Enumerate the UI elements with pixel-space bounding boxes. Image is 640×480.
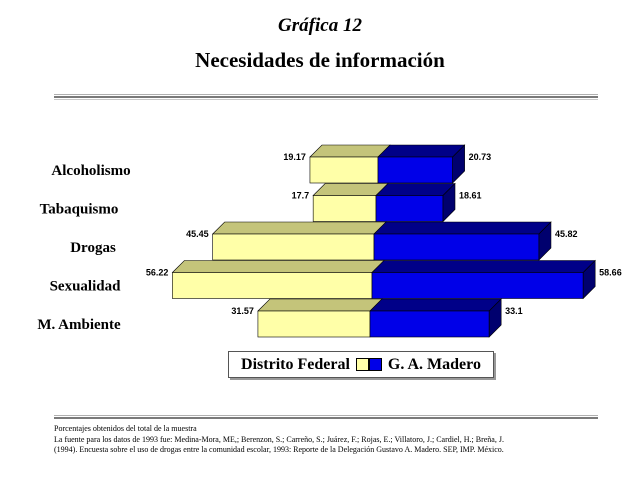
top-divider-thick [54, 96, 598, 98]
top-divider-thin [54, 94, 598, 95]
data-label-ga-madero: 20.73 [469, 152, 492, 162]
footnote-line: (1994). Encuesta sobre el uso de drogas … [54, 445, 504, 454]
bar-ga-madero-side [452, 144, 465, 184]
data-label-ga-madero: 33.1 [505, 306, 523, 316]
bar-ga-madero [375, 195, 444, 222]
top-divider-light [54, 99, 598, 100]
bar-distrito-federal-top [312, 183, 389, 196]
bar-ga-madero-side [488, 298, 502, 338]
data-label-distrito-federal: 19.17 [283, 152, 306, 162]
chart-title: Necesidades de información [195, 48, 445, 72]
bar-ga-madero-top [369, 298, 502, 312]
bar-ga-madero-side [582, 259, 596, 300]
data-label-distrito-federal: 17.7 [292, 191, 310, 201]
category-label: Drogas [70, 240, 116, 256]
data-label-distrito-federal: 45.45 [186, 229, 209, 239]
category-label: Sexualidad [50, 279, 122, 295]
bar-distrito-federal [312, 195, 377, 222]
data-label-ga-madero: 18.61 [459, 191, 482, 201]
bar-distrito-federal-top [309, 144, 391, 158]
bar-ga-madero [369, 310, 490, 338]
legend-label-ga-madero: G. A. Madero [387, 355, 481, 373]
bar-distrito-federal [172, 272, 373, 299]
bar-ga-madero [377, 156, 453, 184]
legend-swatch-ga-madero [368, 358, 382, 371]
bar-ga-madero-side [442, 182, 456, 223]
bottom-divider-thick [54, 417, 598, 419]
legend-swatch-distrito-federal [355, 358, 369, 371]
category-label: Alcoholismo [51, 163, 130, 179]
chart-supertitle: Gráfica 12 [278, 15, 362, 36]
data-label-distrito-federal: 56.22 [146, 268, 169, 278]
bar-distrito-federal-top [257, 298, 383, 312]
bar-ga-madero-top [375, 183, 456, 196]
category-label: Tabaquismo [40, 202, 119, 218]
bottom-divider-thin [54, 415, 598, 416]
bar-distrito-federal [212, 233, 375, 261]
bar-distrito-federal [309, 156, 379, 184]
bar-distrito-federal-top [171, 260, 385, 273]
chart-legend: Distrito Federal G. A. Madero [228, 351, 494, 378]
butterfly-bar-chart: Alcoholismo 19.17 20.73 Tabaquismo 17.7 18.61… [37, 144, 622, 338]
legend-label-distrito-federal: Distrito Federal [241, 355, 350, 373]
bar-ga-madero-top [373, 221, 552, 235]
footnotes: Porcentajes obtenidos del total de la mu… [54, 424, 614, 456]
bar-ga-madero-side [538, 221, 552, 261]
bar-distrito-federal [257, 310, 371, 338]
bar-ga-madero [371, 272, 584, 299]
category-label: M. Ambiente [37, 317, 121, 333]
data-label-distrito-federal: 31.57 [231, 306, 254, 316]
bar-distrito-federal-top [211, 221, 387, 235]
footnote-line: Porcentajes obtenidos del total de la mu… [54, 424, 197, 433]
footnote-line: La fuente para los datos de 1993 fue: Me… [54, 434, 504, 444]
data-label-ga-madero: 58.66 [599, 268, 622, 278]
bar-ga-madero-top [377, 144, 466, 158]
data-label-ga-madero: 45.82 [555, 229, 578, 239]
bar-ga-madero [373, 233, 540, 261]
bar-ga-madero-top [371, 260, 596, 273]
